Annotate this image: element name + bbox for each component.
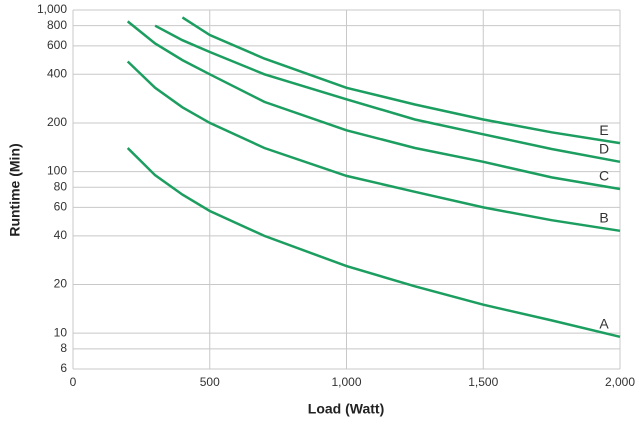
x-tick-label: 1,500 xyxy=(468,375,498,389)
y-tick-label: 800 xyxy=(47,18,67,32)
x-axis-title: Load (Watt) xyxy=(308,401,384,417)
series-label: A xyxy=(599,315,609,331)
y-tick-label: 80 xyxy=(54,179,68,193)
y-tick-label: 40 xyxy=(54,228,68,242)
y-tick-label: 200 xyxy=(47,115,67,129)
series-label: C xyxy=(599,168,609,184)
y-tick-label: 6 xyxy=(60,361,67,375)
y-tick-label: 1,000 xyxy=(37,2,67,16)
series-line xyxy=(126,20,621,191)
series-line xyxy=(181,16,621,145)
series-line xyxy=(126,147,621,339)
x-tick-label: 2,000 xyxy=(605,375,635,389)
series-label: D xyxy=(599,140,609,156)
series-label: B xyxy=(599,210,608,226)
series-line xyxy=(126,60,621,233)
x-tick-label: 500 xyxy=(200,375,220,389)
series-label: E xyxy=(599,122,608,138)
y-tick-label: 100 xyxy=(47,164,67,178)
y-tick-label: 600 xyxy=(47,38,67,52)
series-line xyxy=(154,24,621,164)
y-axis-title: Runtime (Min) xyxy=(7,143,23,236)
y-tick-label: 20 xyxy=(54,277,68,291)
y-tick-label: 8 xyxy=(60,341,67,355)
x-tick-label: 1,000 xyxy=(331,375,361,389)
x-tick-label: 0 xyxy=(70,375,77,389)
y-tick-label: 60 xyxy=(54,200,68,214)
y-tick-label: 400 xyxy=(47,66,67,80)
y-tick-label: 10 xyxy=(54,325,68,339)
